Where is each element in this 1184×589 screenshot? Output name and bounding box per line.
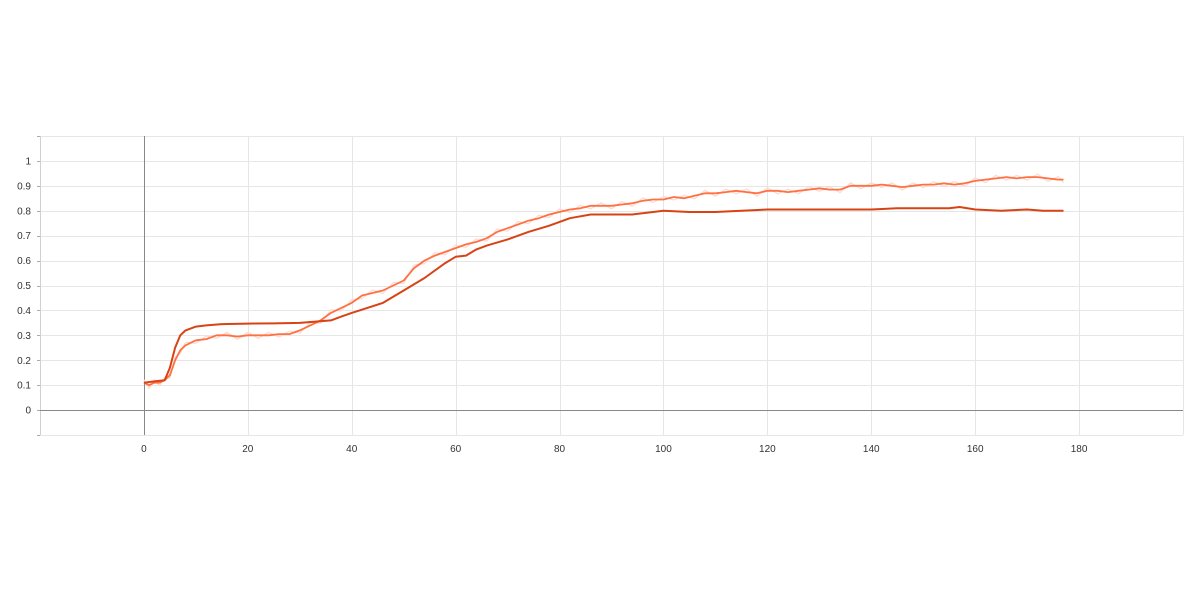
x-tick-label: 40 bbox=[346, 444, 358, 455]
x-tick-label: 160 bbox=[967, 444, 984, 455]
x-tick-label: 120 bbox=[759, 444, 776, 455]
x-tick-label: 60 bbox=[450, 444, 462, 455]
series-1-line bbox=[143, 176, 1064, 387]
x-tick-label: 20 bbox=[242, 444, 254, 455]
series-2-line bbox=[143, 206, 1064, 384]
x-tick-label: 80 bbox=[554, 444, 566, 455]
y-tick-label: 0.5 bbox=[17, 281, 31, 292]
gridlines bbox=[40, 136, 1184, 436]
axes bbox=[37, 136, 1183, 436]
y-tick-label: 0.7 bbox=[17, 231, 31, 242]
series-lines bbox=[143, 173, 1064, 389]
tick-labels: 0 20 40 60 80 100 120 140 160 180 0 0.1 0.2 0.3 0.4 0.5… bbox=[17, 156, 1088, 455]
y-tick-label: 0.9 bbox=[17, 181, 31, 192]
y-tick-label: 0.2 bbox=[17, 356, 31, 367]
x-tick-label: 140 bbox=[863, 444, 880, 455]
y-tick-label: 0.6 bbox=[17, 256, 31, 267]
y-tick-label: 0.3 bbox=[17, 331, 31, 342]
y-tick-label: 0.1 bbox=[17, 381, 31, 392]
y-tick-label: 0.4 bbox=[17, 306, 31, 317]
x-tick-label: 180 bbox=[1071, 444, 1088, 455]
x-tick-label: 100 bbox=[655, 444, 672, 455]
y-tick-label: 0.8 bbox=[17, 206, 31, 217]
y-tick-label: 0 bbox=[25, 406, 31, 417]
x-tick-label: 0 bbox=[141, 444, 147, 455]
y-tick-label: 1 bbox=[25, 156, 31, 167]
